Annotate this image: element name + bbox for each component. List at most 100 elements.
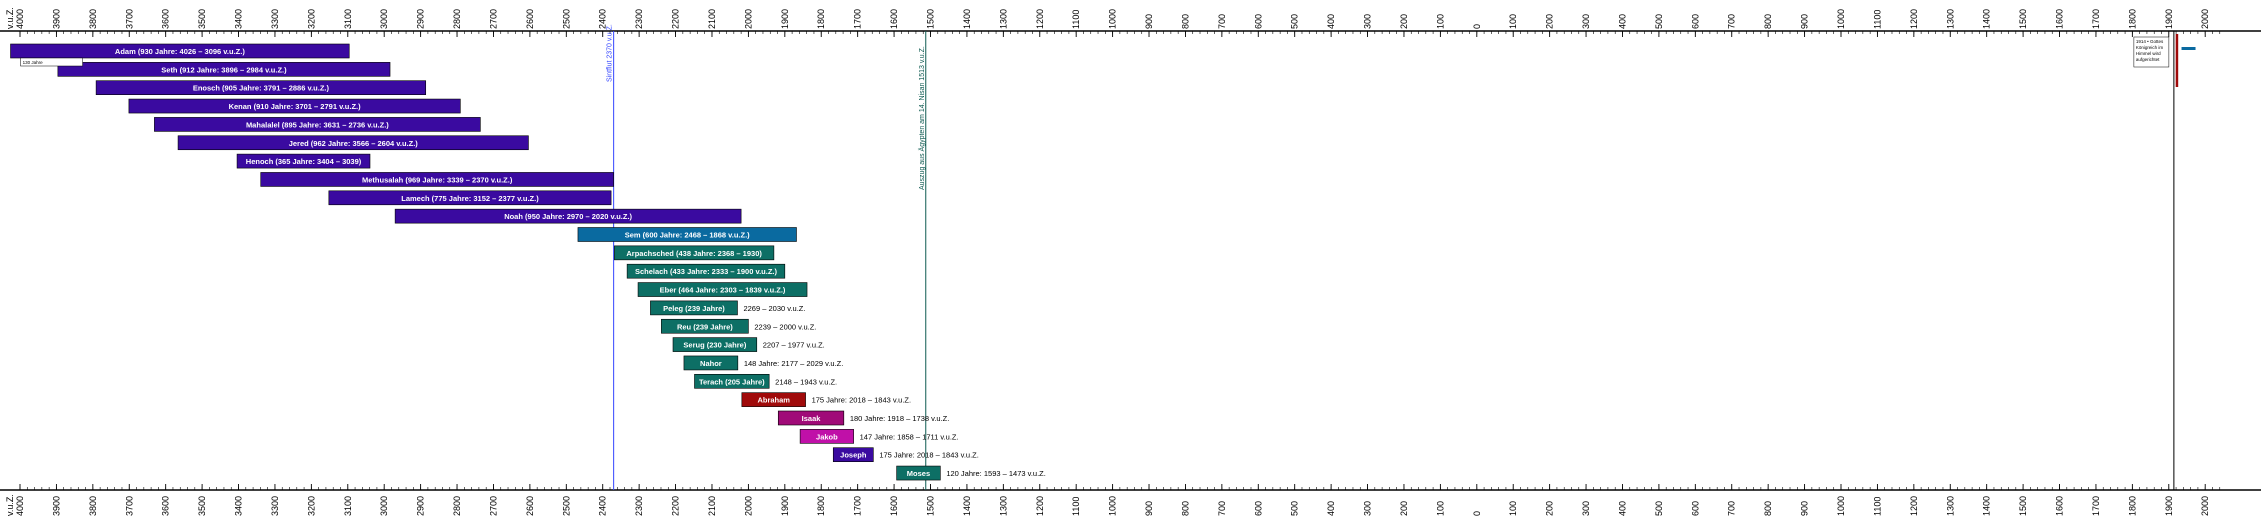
bottom-axis: v.u.Z. 4000 3900 3800 3700 3600 3500 3400 3300 32…: [0, 484, 2261, 516]
axis-tick-label: 2700: [488, 496, 498, 516]
person-bar: [614, 245, 775, 261]
person-bar: [328, 190, 612, 206]
person-bar-label: Methusalah (969 Jahre: 3339 – 2370 v.u.Z…: [362, 175, 513, 184]
person-bar-label: Joseph: [840, 451, 867, 460]
person-bar-label: Lamech (775 Jahre: 3152 – 2377 v.u.Z.): [401, 194, 539, 203]
person-bar: [394, 208, 742, 224]
axis-tick-label: 3600: [161, 9, 171, 29]
axis-tick-label: 2000: [743, 496, 753, 516]
event-lines: Sintflut 2370 v.u.Z. Auszug aus Ägypten a…: [607, 24, 2196, 490]
person-side-label: 175 Jahre: 2018 – 1843 v.u.Z.: [812, 396, 912, 405]
axis-tick-label: 1900: [2164, 496, 2174, 516]
axis-tick-label: 2400: [598, 9, 608, 29]
axis-tick-label: 3000: [379, 9, 389, 29]
axis-tick-label: 3600: [161, 496, 171, 516]
person-bar: [177, 135, 529, 151]
axis-tick-label: 1900: [780, 9, 790, 29]
axis-tick-label: 300: [1363, 501, 1373, 516]
axis-tick-label: 3700: [124, 496, 134, 516]
axis-tick-label: 800: [1763, 501, 1773, 516]
note-text: 1914 • Gottes Königreich im Himmel wird auf…: [2136, 39, 2164, 62]
axis-tick-label: 200: [1545, 501, 1555, 516]
note-line: Königreich im: [2136, 45, 2164, 50]
axis-tick-label: 3900: [51, 496, 61, 516]
person-bar: [626, 263, 786, 279]
axis-tick-label: 1100: [1071, 10, 1081, 29]
axis-tick-label: 1800: [816, 496, 826, 516]
axis-tick-label: 2000: [2200, 496, 2210, 516]
axis-tick-label: 3300: [270, 496, 280, 516]
person-bar-label: Abraham: [757, 396, 790, 405]
axis-tick-label: 1500: [2018, 9, 2028, 29]
person-bar: [661, 318, 749, 334]
axis-tick-label: 100: [1508, 14, 1518, 29]
axis-tick-label: 1900: [2164, 9, 2174, 29]
axis-tick-label: 4000: [15, 496, 25, 516]
axis-tick-label: 3300: [270, 9, 280, 29]
person-bar-label: Arpachsched (438 Jahre: 2368 – 1930): [626, 249, 762, 258]
axis-tick-label: 1300: [1945, 9, 1955, 29]
axis-tick-label: 2000: [743, 9, 753, 29]
axis-tick-label: 700: [1727, 14, 1737, 29]
person-side-label: 2148 – 1943 v.u.Z.: [775, 377, 837, 386]
top-axis: v.u.Z. 4000 3900 3800 3700 3600 3500 3400 3300 32…: [0, 7, 2261, 37]
axis-tick-label: 2800: [452, 9, 462, 29]
axis-tick-label: 900: [1144, 501, 1154, 516]
axis-tick-label: 0: [1472, 511, 1482, 516]
axis-tick-label: 1400: [1982, 496, 1992, 516]
person-bar: [10, 43, 350, 59]
modern-mark: [2181, 47, 2196, 50]
axis-tick-label: 1000: [1108, 496, 1118, 516]
axis-tick-label: 1600: [889, 496, 899, 516]
person-bar: [896, 465, 941, 481]
axis-tick-label: 1600: [2055, 496, 2065, 516]
axis-tick-label: 1600: [889, 9, 899, 29]
person-bar-label: Mahalalel (895 Jahre: 3631 – 2736 v.u.Z.…: [246, 120, 389, 129]
axis-tick-label: 2600: [525, 496, 535, 516]
person-side-label: 147 Jahre: 1858 – 1711 v.u.Z.: [860, 432, 959, 441]
axis-tick-label: 900: [1800, 14, 1810, 29]
axis-tick-label: 3400: [234, 9, 244, 29]
axis-tick-label: 3700: [124, 9, 134, 29]
axis-tick-label: 2300: [634, 496, 644, 516]
person-bar: [672, 337, 758, 352]
person-bar: [832, 447, 874, 463]
axis-tick-label: 1100: [1872, 10, 1882, 29]
axis-tick-label: 700: [1217, 14, 1227, 29]
axis-tick-label: 600: [1690, 14, 1700, 29]
small-notes: 130 Jahre 1914 • Gottes Königreich im Himme…: [20, 36, 2170, 68]
person-bar-label: Eber (464 Jahre: 2303 – 1839 v.u.Z.): [660, 286, 786, 295]
person-bar-label: Terach (205 Jahre): [699, 377, 765, 386]
axis-tick-label: 900: [1800, 501, 1810, 516]
axis-tick-label: 800: [1763, 14, 1773, 29]
axis-tick-label: 1500: [2018, 496, 2028, 516]
note-line: aufgerichtet: [2136, 57, 2160, 62]
person-side-label: 120 Jahre: 1593 – 1473 v.u.Z.: [946, 469, 1046, 478]
person-bar: [260, 172, 614, 187]
axis-tick-label: 3000: [379, 496, 389, 516]
axis-tick-label: 1000: [1108, 9, 1118, 29]
person-bar-label: Nahor: [700, 359, 722, 368]
person-side-label: 180 Jahre: 1918 – 1738 v.u.Z.: [850, 414, 950, 423]
axis-tick-label: 2300: [634, 9, 644, 29]
axis-tick-label: 1200: [1035, 9, 1045, 29]
note-line: Himmel wird: [2136, 51, 2161, 56]
axis-tick-label: 2500: [561, 9, 571, 29]
person-bar-label: Kenan (910 Jahre: 3701 – 2791 v.u.Z.): [229, 102, 362, 111]
event-label: Sintflut 2370 v.u.Z.: [607, 24, 614, 82]
axis-tick-label: 3500: [197, 9, 207, 29]
axis-tick-label: 400: [1617, 14, 1627, 29]
axis-tick-label: 1100: [1872, 497, 1882, 516]
axis-tick-label: 3800: [88, 496, 98, 516]
axis-tick-label: 2800: [452, 496, 462, 516]
axis-tick-label: 1500: [926, 9, 936, 29]
axis-tick-label: 100: [1508, 501, 1518, 516]
axis-tick-label: 2400: [598, 496, 608, 516]
person-bar: [799, 429, 854, 444]
person-bar-label: Seth (912 Jahre: 3896 – 2984 v.u.Z.): [161, 65, 287, 74]
axis-tick-label: 1300: [1945, 496, 1955, 516]
person-side-label: 2269 – 2030 v.u.Z.: [743, 304, 805, 313]
axis-tick-label: 2900: [416, 9, 426, 29]
axis-tick-label: 2200: [671, 9, 681, 29]
person-bar: [154, 117, 481, 132]
